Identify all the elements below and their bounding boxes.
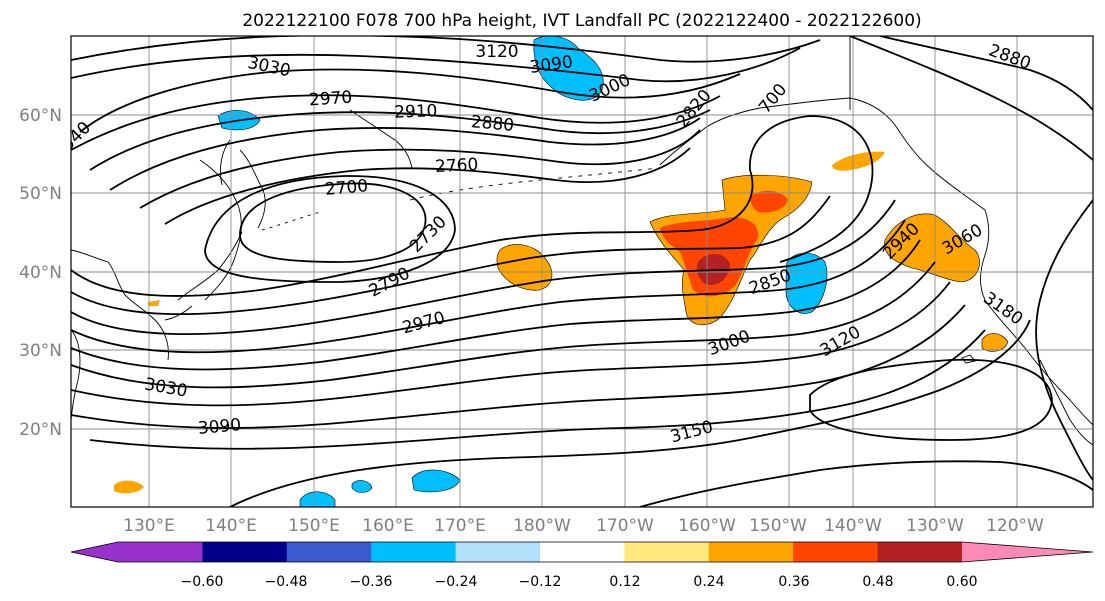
lon-label: 180°W	[513, 516, 571, 536]
colorbar-tick: 0.48	[862, 574, 893, 590]
shade-blue-south3	[351, 480, 373, 493]
contour-3090-south	[89, 329, 986, 450]
contour-label: 2700	[324, 176, 369, 200]
colorbar-tick: −0.60	[181, 574, 224, 590]
contour-2850	[71, 195, 831, 316]
colorbar-extend-high	[962, 542, 1093, 562]
contour-3180	[1035, 199, 1093, 481]
shade-blue-north	[533, 36, 604, 101]
colorbar-segment	[202, 542, 288, 562]
shade-orange-west	[114, 480, 144, 494]
colorbar-tick: 0.24	[693, 574, 724, 590]
shade-orange-central	[496, 244, 553, 291]
contour-2970-b	[71, 239, 921, 371]
contour-2700-closed	[239, 182, 427, 263]
colorbar-tick: −0.24	[435, 574, 478, 590]
lon-label: 160°W	[678, 516, 736, 536]
colorbar-segment	[708, 542, 794, 562]
lon-label: 150°E	[288, 516, 340, 536]
contour-2760	[164, 147, 691, 225]
colorbar-segment	[624, 542, 710, 562]
colorbar-tick: 0.36	[778, 574, 809, 590]
colorbar-tick: −0.12	[519, 574, 562, 590]
lon-label: 130°E	[123, 516, 175, 536]
contour-3120-south	[229, 319, 1031, 507]
lon-label: 140°W	[824, 516, 882, 536]
lon-label: 140°E	[205, 516, 257, 536]
lat-label: 30°N	[19, 341, 62, 361]
colorbar-outline	[70, 541, 1094, 563]
contour-label: 2880	[470, 112, 515, 136]
contour-2730-closed	[204, 175, 456, 283]
lon-label: 170°W	[596, 516, 654, 536]
contour-3030-south	[71, 281, 951, 407]
lon-label: 160°E	[362, 516, 414, 536]
contour-3150-closed	[809, 358, 1053, 441]
contour-label: 2760	[435, 155, 479, 177]
contour-2880	[109, 117, 701, 191]
coast-kamchatka	[219, 139, 266, 229]
map-title: 2022122100 F078 700 hPa height, IVT Land…	[242, 11, 921, 31]
longitude-labels: 130°E 140°E 150°E 160°E 170°E 180°W 170°…	[123, 516, 1044, 536]
contour-label: 3120	[475, 42, 518, 62]
contour-label: 3090	[197, 415, 242, 439]
height-contours	[71, 36, 1093, 507]
contour-3030-north	[79, 68, 741, 133]
lon-label: 170°E	[434, 516, 486, 536]
colorbar-segment	[286, 542, 372, 562]
colorbar-segment	[793, 542, 879, 562]
contour-2970	[71, 94, 721, 151]
colorbar-segment	[371, 542, 457, 562]
contour-label: 2910	[394, 101, 438, 122]
coast-us-west	[980, 209, 1093, 426]
colorbar-segment	[540, 542, 625, 562]
contour-3000	[71, 261, 936, 389]
island-hawaii	[961, 354, 976, 364]
ivt-positive-shading	[114, 151, 1009, 494]
contour-3090-north	[71, 47, 801, 83]
lon-label: 120°W	[986, 516, 1044, 536]
shade-red-upper	[750, 190, 788, 213]
coast-mexico	[1039, 359, 1093, 446]
contour-2910	[89, 109, 711, 171]
contour-2820	[139, 129, 701, 209]
contour-2790	[71, 115, 874, 297]
contour-2940	[71, 219, 906, 354]
coast-northeast-asia	[349, 109, 413, 169]
shade-blue-mid	[785, 252, 828, 314]
contour-2880-b	[71, 199, 896, 336]
colorbar-tick: 0.60	[946, 574, 977, 590]
lat-label: 40°N	[19, 263, 62, 283]
colorbar	[70, 541, 1094, 563]
map-area: 3120 3090 3000 3030 2970 2910 2880 2820 …	[71, 36, 1093, 507]
contour-south-edge	[639, 460, 1093, 507]
coastlines	[71, 36, 1093, 446]
contour-3120-north	[71, 36, 821, 63]
contour-label: 2970	[308, 88, 353, 111]
colorbar-segment	[877, 542, 963, 562]
lon-label: 150°W	[749, 516, 807, 536]
shade-blue-south2	[299, 491, 336, 507]
latitude-labels: 60°N 50°N 40°N 30°N 20°N	[19, 106, 62, 440]
contour-2880-ne	[879, 36, 1093, 111]
lat-label: 20°N	[19, 420, 62, 440]
shade-orange-coast	[884, 213, 980, 283]
contour-ne-2	[849, 36, 1093, 161]
coast-aleutians	[409, 167, 661, 201]
lon-label: 130°W	[906, 516, 964, 536]
colorbar-tick: −0.48	[265, 574, 308, 590]
lat-label: 60°N	[19, 106, 62, 126]
map-frame	[70, 35, 1094, 508]
colorbar-segment	[118, 542, 203, 562]
ivt-negative-shading	[217, 36, 828, 507]
colorbar-segment	[455, 542, 541, 562]
colorbar-tick: −0.36	[350, 574, 393, 590]
colorbar-extend-low	[71, 542, 118, 562]
shade-orange-dot	[148, 300, 160, 306]
lat-label: 50°N	[19, 184, 62, 204]
colorbar-tick: 0.12	[609, 574, 640, 590]
colorbar-ticks: −0.60 −0.48 −0.36 −0.24 −0.12 0.12 0.24 …	[181, 574, 978, 590]
